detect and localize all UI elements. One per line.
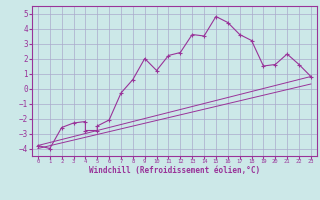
X-axis label: Windchill (Refroidissement éolien,°C): Windchill (Refroidissement éolien,°C) <box>89 166 260 175</box>
